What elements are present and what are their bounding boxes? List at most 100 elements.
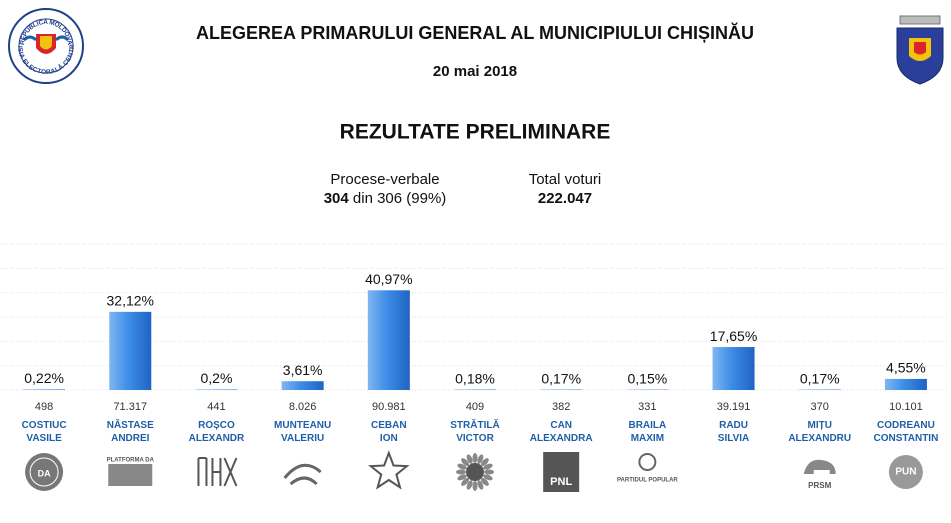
logo-shape (888, 455, 923, 489)
candidate-name-line: VICTOR (456, 433, 494, 444)
logo-shape (197, 457, 238, 487)
logo-shape (483, 474, 493, 481)
candidate-name-line: RADU (719, 420, 748, 431)
candidate-name-line: ROȘCO (198, 420, 235, 431)
logo-shape (472, 453, 478, 463)
title: ALEGEREA PRIMARULUI GENERAL AL MUNICIPIU… (196, 22, 754, 43)
logo-shape (477, 454, 484, 464)
party-logo (283, 463, 322, 486)
votes-label: Total voturi (529, 171, 602, 188)
vote-count: 10.101 (889, 401, 923, 413)
value-label: 4,55% (886, 360, 926, 376)
logo-shape (484, 469, 494, 475)
candidate-name: RADU SILVIA (718, 420, 749, 444)
candidate-name: STRĂTILĂ VICTOR (450, 418, 499, 444)
logo-text: DA (38, 468, 51, 478)
candidate-name-line: COSTIUC (22, 420, 67, 431)
party-logo: DA (25, 453, 64, 491)
logo-text: PNL (550, 476, 572, 488)
candidate-name-line: SILVIA (718, 433, 749, 444)
logo-shape (466, 480, 473, 490)
logo-shape (25, 453, 64, 491)
bar (281, 381, 324, 390)
logo-text: PRSM (808, 481, 831, 490)
date: 20 mai 2018 (433, 63, 517, 80)
candidate-name-line: CEBAN (371, 420, 407, 431)
party-logo: PARTIDUL POPULAR (617, 453, 678, 484)
candidate-name: MIȚU ALEXANDRU (788, 420, 851, 444)
reports-count: 304 din 306 (99%) (324, 190, 447, 207)
logo-text: PLATFORMA DA (107, 458, 155, 464)
bar (884, 378, 927, 390)
logo-shape (461, 477, 470, 486)
vote-count: 370 (811, 401, 829, 413)
bar (23, 389, 66, 390)
party-logo (456, 453, 494, 491)
coat-of-arms (896, 15, 944, 85)
reports-label: Procese-verbale (330, 171, 439, 188)
party-logo (197, 457, 238, 487)
reports-rest: din 306 (99%) (353, 190, 446, 207)
candidate-name-line: MAXIM (631, 433, 664, 444)
candidate-name-line: MIȚU (808, 420, 832, 431)
value-label: 40,97% (365, 271, 412, 287)
vote-count: 331 (638, 401, 656, 413)
logo-shape (456, 469, 466, 475)
value-label: 0,18% (455, 370, 495, 386)
value-label: 0,17% (541, 370, 581, 386)
logo-shape (283, 463, 322, 486)
value-label: 32,12% (107, 293, 154, 309)
logo-shape (466, 463, 484, 481)
party-logo: PLATFORMA DA (107, 458, 155, 486)
vote-count: 90.981 (372, 401, 406, 413)
vote-count: 71.317 (113, 401, 147, 413)
candidate-name-line: VALERIU (281, 433, 324, 444)
bar (712, 347, 755, 390)
logo-shape (715, 456, 752, 486)
value-label: 0,2% (200, 370, 232, 386)
logo-text: PUN (895, 467, 916, 478)
party-logo: PUN (888, 455, 923, 489)
logo-shape (480, 458, 489, 467)
candidate-name: CODREANU CONSTANTIN (874, 420, 939, 444)
candidate-name-line: ANDREI (111, 433, 150, 444)
vote-count: 441 (207, 401, 225, 413)
candidate-name: CAN ALEXANDRA (530, 420, 593, 444)
candidate-name: BRAILA MAXIM (628, 420, 666, 444)
candidate-name-line: MUNTEANU (274, 420, 331, 431)
vote-count: 39.191 (717, 401, 751, 413)
reports-counted: 304 (324, 190, 350, 207)
value-label: 3,61% (283, 362, 323, 378)
seal: REPUBLICA MOLDOVA COMISIA ELECTORALĂ CEN… (0, 0, 84, 84)
candidate-name-line: STRĂTILĂ (450, 418, 499, 431)
logo-shape (108, 464, 153, 486)
candidate-name: CEBAN ION (371, 420, 407, 444)
party-logo: PRSM (803, 459, 836, 490)
candidate-name: MUNTEANU VALERIU (274, 420, 331, 444)
value-label: 0,22% (24, 370, 64, 386)
candidate-name-line: ALEXANDRU (788, 433, 851, 444)
value-label: 17,65% (710, 328, 757, 344)
logo-text: PARTIDUL POPULAR (617, 478, 678, 484)
logo-shape (803, 459, 836, 474)
candidate-name-line: CODREANU (877, 420, 935, 431)
party-logo: PNL (543, 452, 580, 492)
candidate-name-line: NĂSTASE (107, 418, 154, 431)
votes-total: 222.047 (538, 190, 592, 207)
vote-count: 409 (466, 401, 484, 413)
vote-count: 498 (35, 401, 53, 413)
logo-shape (472, 481, 478, 491)
bar (367, 290, 410, 390)
candidate-name-line: ALEXANDRA (530, 433, 593, 444)
vote-count: 8.026 (289, 401, 317, 413)
value-label: 0,15% (628, 370, 668, 386)
candidate-name-line: BRAILA (628, 420, 666, 431)
candidate-name-line: CONSTANTIN (874, 433, 939, 444)
candidate-name-line: ALEXANDR (189, 433, 245, 444)
logo-shape (638, 453, 657, 471)
logo-shape (483, 463, 493, 470)
logo-shape (543, 452, 580, 492)
candidate-name: NĂSTASE ANDREI (107, 418, 154, 444)
value-label: 0,17% (800, 370, 840, 386)
